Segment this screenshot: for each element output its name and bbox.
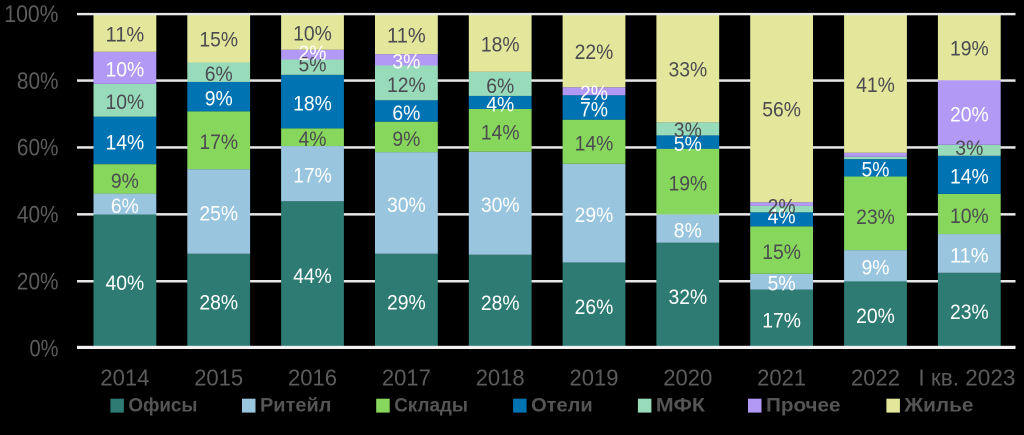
svg-text:56%: 56% bbox=[762, 99, 801, 122]
svg-text:6%: 6% bbox=[205, 63, 233, 86]
svg-text:2015: 2015 bbox=[194, 365, 243, 391]
svg-text:22%: 22% bbox=[575, 41, 614, 64]
svg-text:10%: 10% bbox=[106, 91, 145, 114]
svg-text:2019: 2019 bbox=[570, 365, 619, 391]
svg-text:60%: 60% bbox=[17, 135, 59, 162]
svg-text:11%: 11% bbox=[387, 25, 426, 48]
svg-text:9%: 9% bbox=[205, 88, 233, 111]
svg-text:29%: 29% bbox=[387, 292, 426, 315]
svg-text:2%: 2% bbox=[768, 196, 796, 219]
svg-text:2021: 2021 bbox=[757, 365, 806, 391]
svg-text:12%: 12% bbox=[387, 74, 426, 97]
svg-text:2017: 2017 bbox=[382, 365, 431, 391]
svg-text:I кв. 2023: I кв. 2023 bbox=[918, 365, 1015, 391]
svg-text:6%: 6% bbox=[392, 102, 420, 125]
svg-text:2%: 2% bbox=[580, 82, 608, 105]
svg-text:20%: 20% bbox=[950, 103, 989, 126]
svg-text:17%: 17% bbox=[293, 165, 332, 188]
svg-text:Ритейл: Ритейл bbox=[260, 396, 331, 417]
svg-text:9%: 9% bbox=[111, 170, 139, 193]
svg-text:29%: 29% bbox=[575, 204, 614, 227]
svg-text:20%: 20% bbox=[856, 305, 895, 328]
svg-text:18%: 18% bbox=[293, 93, 332, 116]
svg-text:100%: 100% bbox=[4, 1, 58, 28]
svg-text:40%: 40% bbox=[17, 202, 59, 229]
svg-text:9%: 9% bbox=[862, 257, 890, 280]
svg-text:5%: 5% bbox=[674, 133, 702, 156]
svg-text:15%: 15% bbox=[762, 241, 801, 264]
svg-text:2020: 2020 bbox=[663, 365, 712, 391]
svg-text:0%: 0% bbox=[30, 335, 59, 362]
svg-text:20%: 20% bbox=[17, 268, 59, 295]
svg-text:23%: 23% bbox=[856, 206, 895, 229]
svg-text:2018: 2018 bbox=[476, 365, 525, 391]
svg-text:4%: 4% bbox=[768, 206, 796, 229]
svg-text:Прочее: Прочее bbox=[766, 396, 841, 417]
svg-text:6%: 6% bbox=[111, 195, 139, 218]
svg-text:8%: 8% bbox=[674, 219, 702, 242]
svg-text:17%: 17% bbox=[199, 131, 238, 154]
svg-text:33%: 33% bbox=[668, 59, 707, 82]
svg-text:2%: 2% bbox=[299, 42, 327, 65]
svg-text:14%: 14% bbox=[481, 121, 520, 144]
svg-text:25%: 25% bbox=[199, 202, 238, 225]
svg-text:14%: 14% bbox=[575, 133, 614, 156]
svg-text:19%: 19% bbox=[950, 38, 989, 61]
svg-text:4%: 4% bbox=[486, 93, 514, 116]
svg-text:40%: 40% bbox=[106, 272, 145, 295]
svg-text:3%: 3% bbox=[392, 51, 420, 74]
svg-text:10%: 10% bbox=[950, 205, 989, 228]
svg-text:19%: 19% bbox=[668, 172, 707, 195]
svg-text:2014: 2014 bbox=[100, 365, 149, 391]
svg-text:14%: 14% bbox=[106, 131, 145, 154]
svg-text:10%: 10% bbox=[293, 22, 332, 45]
svg-text:6%: 6% bbox=[486, 75, 514, 98]
svg-text:30%: 30% bbox=[387, 194, 426, 217]
svg-text:Жилье: Жилье bbox=[903, 396, 973, 417]
svg-text:Офисы: Офисы bbox=[128, 396, 197, 417]
svg-text:41%: 41% bbox=[856, 74, 895, 97]
svg-text:Отели: Отели bbox=[531, 396, 593, 417]
svg-text:17%: 17% bbox=[762, 309, 801, 332]
svg-text:5%: 5% bbox=[768, 273, 796, 296]
svg-text:11%: 11% bbox=[106, 23, 145, 46]
svg-text:30%: 30% bbox=[481, 194, 520, 217]
svg-text:2022: 2022 bbox=[851, 365, 900, 391]
svg-text:7%: 7% bbox=[580, 98, 608, 121]
svg-text:5%: 5% bbox=[299, 54, 327, 77]
svg-text:28%: 28% bbox=[199, 292, 238, 315]
svg-text:Склады: Склады bbox=[394, 396, 468, 417]
svg-text:80%: 80% bbox=[17, 68, 59, 95]
svg-text:28%: 28% bbox=[481, 292, 520, 315]
svg-text:5%: 5% bbox=[862, 159, 890, 182]
svg-text:44%: 44% bbox=[293, 265, 332, 288]
svg-text:23%: 23% bbox=[950, 301, 989, 324]
svg-text:10%: 10% bbox=[106, 59, 145, 82]
svg-text:4%: 4% bbox=[299, 128, 327, 151]
svg-text:26%: 26% bbox=[575, 296, 614, 319]
svg-text:15%: 15% bbox=[199, 29, 238, 52]
svg-text:18%: 18% bbox=[481, 33, 520, 56]
svg-text:2016: 2016 bbox=[288, 365, 337, 391]
svg-text:32%: 32% bbox=[668, 286, 707, 309]
svg-text:11%: 11% bbox=[950, 244, 989, 267]
svg-text:14%: 14% bbox=[950, 166, 989, 189]
svg-text:3%: 3% bbox=[674, 119, 702, 142]
svg-text:3%: 3% bbox=[955, 137, 983, 160]
svg-text:9%: 9% bbox=[392, 128, 420, 151]
svg-text:МФК: МФК bbox=[656, 396, 705, 417]
